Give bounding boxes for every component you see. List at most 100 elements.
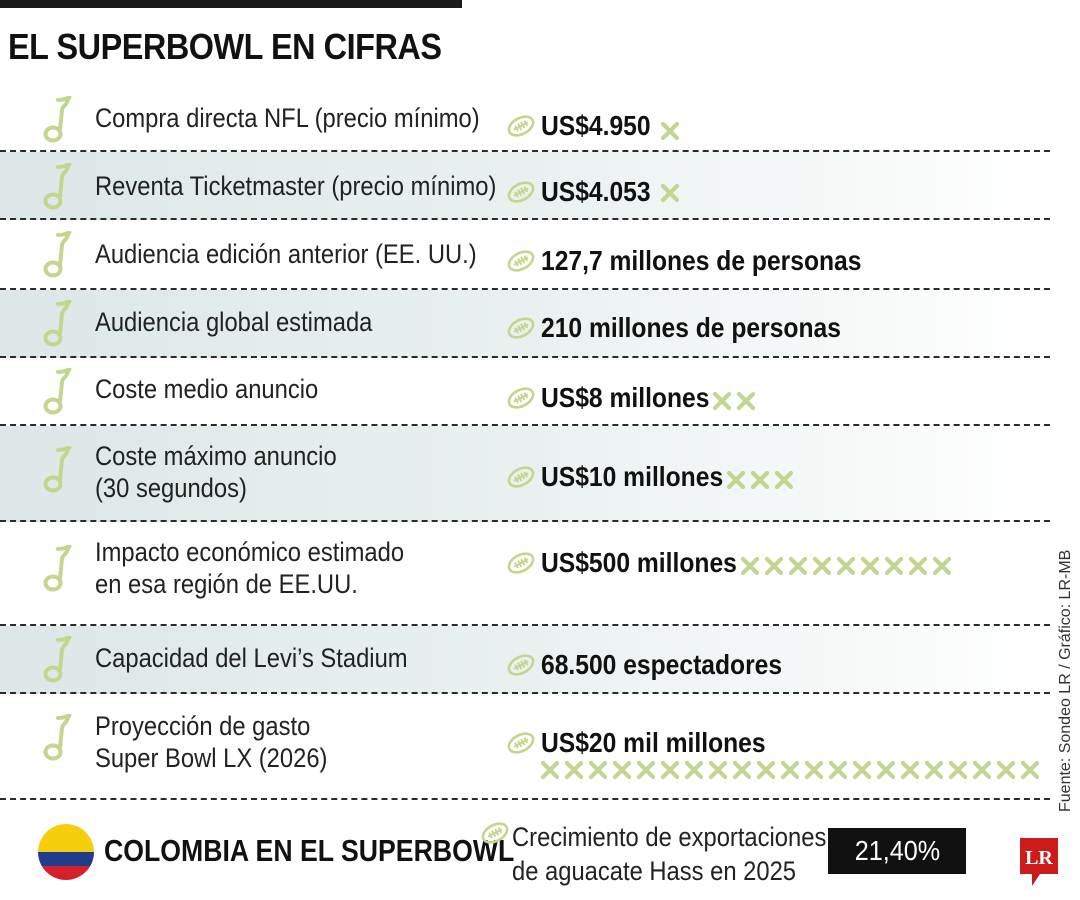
music-note-icon [43, 163, 72, 210]
music-note-icon [43, 368, 72, 415]
music-note-icon [43, 300, 72, 347]
music-note-icon [43, 636, 72, 683]
x-mark-icon [726, 470, 746, 490]
figure-value: US$8 millones [541, 382, 710, 413]
x-mark-icon [612, 760, 632, 780]
football-icon [481, 822, 509, 844]
x-marks [740, 556, 952, 576]
football-icon [507, 387, 535, 409]
x-mark-icon [948, 760, 968, 780]
figure-row: Proyección de gasto Super Bowl LX (2026)… [0, 694, 1050, 800]
x-marks [540, 760, 1040, 780]
top-rule [0, 0, 462, 8]
x-mark-icon [804, 760, 824, 780]
x-marks [726, 470, 794, 490]
colombia-title: COLOMBIA EN EL SUPERBOWL [104, 833, 515, 868]
x-mark-icon [660, 183, 680, 203]
x-mark-icon [756, 760, 776, 780]
figure-value: US$20 mil millones [541, 727, 766, 758]
x-marks [660, 121, 680, 141]
figure-value: 127,7 millones de personas [541, 245, 862, 276]
x-mark-icon [740, 556, 760, 576]
x-mark-icon [812, 556, 832, 576]
figure-row: Capacidad del Levi’s Stadium 68.500 espec… [0, 626, 1050, 694]
lr-logo: LR [1020, 838, 1058, 886]
figure-label: Proyección de gasto Super Bowl LX (2026) [95, 711, 328, 773]
football-icon [507, 466, 535, 488]
source-credit: Fuente: Sondeo LR / Gráfico: LR-MB [1057, 549, 1074, 812]
x-mark-icon [900, 760, 920, 780]
x-marks [712, 391, 756, 411]
x-mark-icon [736, 391, 756, 411]
figure-label: Reventa Ticketmaster (precio mínimo) [95, 171, 497, 201]
figure-row: Audiencia global estimada 210 millones de… [0, 290, 1050, 358]
x-mark-icon [764, 556, 784, 576]
x-mark-icon [540, 760, 560, 780]
x-mark-icon [828, 760, 848, 780]
x-mark-icon [788, 556, 808, 576]
x-mark-icon [564, 760, 584, 780]
x-mark-icon [908, 556, 928, 576]
music-note-icon [43, 545, 72, 592]
figure-value: US$4.053 [541, 176, 651, 207]
figure-row: Audiencia edición anterior (EE. UU.) 127,… [0, 220, 1050, 290]
x-mark-icon [588, 760, 608, 780]
figure-row: Reventa Ticketmaster (precio mínimo) US$4… [0, 152, 1050, 220]
x-mark-icon [660, 121, 680, 141]
x-mark-icon [836, 556, 856, 576]
figures-list: Compra directa NFL (precio mínimo) US$4.9… [0, 86, 1050, 800]
figure-label: Coste medio anuncio [95, 374, 319, 404]
figure-row: Coste máximo anuncio (30 segundos) US$10 … [0, 426, 1050, 522]
x-marks [660, 183, 680, 203]
figure-label: Audiencia edición anterior (EE. UU.) [95, 239, 477, 269]
figure-value: US$4.950 [541, 110, 651, 141]
x-mark-icon [660, 760, 680, 780]
figure-row: Coste medio anuncio US$8 millones [0, 358, 1050, 426]
x-mark-icon [852, 760, 872, 780]
x-mark-icon [972, 760, 992, 780]
x-mark-icon [636, 760, 656, 780]
x-mark-icon [780, 760, 800, 780]
football-icon [507, 732, 535, 754]
x-mark-icon [860, 556, 880, 576]
figure-row: Compra directa NFL (precio mínimo) US$4.9… [0, 86, 1050, 152]
figure-value: US$500 millones [541, 547, 737, 578]
figure-row: Impacto económico estimado en esa región… [0, 522, 1050, 626]
colombia-value-box: 21,40% [828, 828, 966, 874]
football-icon [507, 317, 535, 339]
figure-label: Compra directa NFL (precio mínimo) [95, 103, 480, 133]
figure-label: Audiencia global estimada [95, 307, 373, 337]
x-mark-icon [924, 760, 944, 780]
x-mark-icon [708, 760, 728, 780]
x-mark-icon [750, 470, 770, 490]
x-mark-icon [1020, 760, 1040, 780]
x-mark-icon [774, 470, 794, 490]
x-mark-icon [884, 556, 904, 576]
football-icon [507, 552, 535, 574]
music-note-icon [43, 714, 72, 761]
x-mark-icon [712, 391, 732, 411]
x-mark-icon [684, 760, 704, 780]
x-mark-icon [932, 556, 952, 576]
figure-value: 210 millones de personas [541, 312, 841, 343]
music-note-icon [43, 96, 72, 143]
x-mark-icon [876, 760, 896, 780]
football-icon [507, 115, 535, 137]
colombia-value: 21,40% [854, 835, 940, 866]
music-note-icon [43, 446, 72, 493]
figure-label: Impacto económico estimado en esa región… [95, 537, 405, 599]
figure-label: Capacidad del Levi’s Stadium [95, 643, 408, 673]
figure-value: US$10 millones [541, 461, 724, 492]
colombia-flag-icon [38, 824, 94, 880]
colombia-description: Crecimiento de exportaciones de aguacate… [512, 822, 827, 886]
football-icon [507, 181, 535, 203]
page-title: EL SUPERBOWL EN CIFRAS [8, 26, 442, 67]
colombia-section: COLOMBIA EN EL SUPERBOWL Crecimiento de … [0, 808, 1080, 900]
figure-label: Coste máximo anuncio (30 segundos) [95, 441, 337, 503]
figure-value: 68.500 espectadores [541, 649, 783, 680]
x-mark-icon [732, 760, 752, 780]
lr-logo-text: LR [1025, 847, 1053, 869]
x-mark-icon [996, 760, 1016, 780]
football-icon [507, 250, 535, 272]
football-icon [507, 654, 535, 676]
